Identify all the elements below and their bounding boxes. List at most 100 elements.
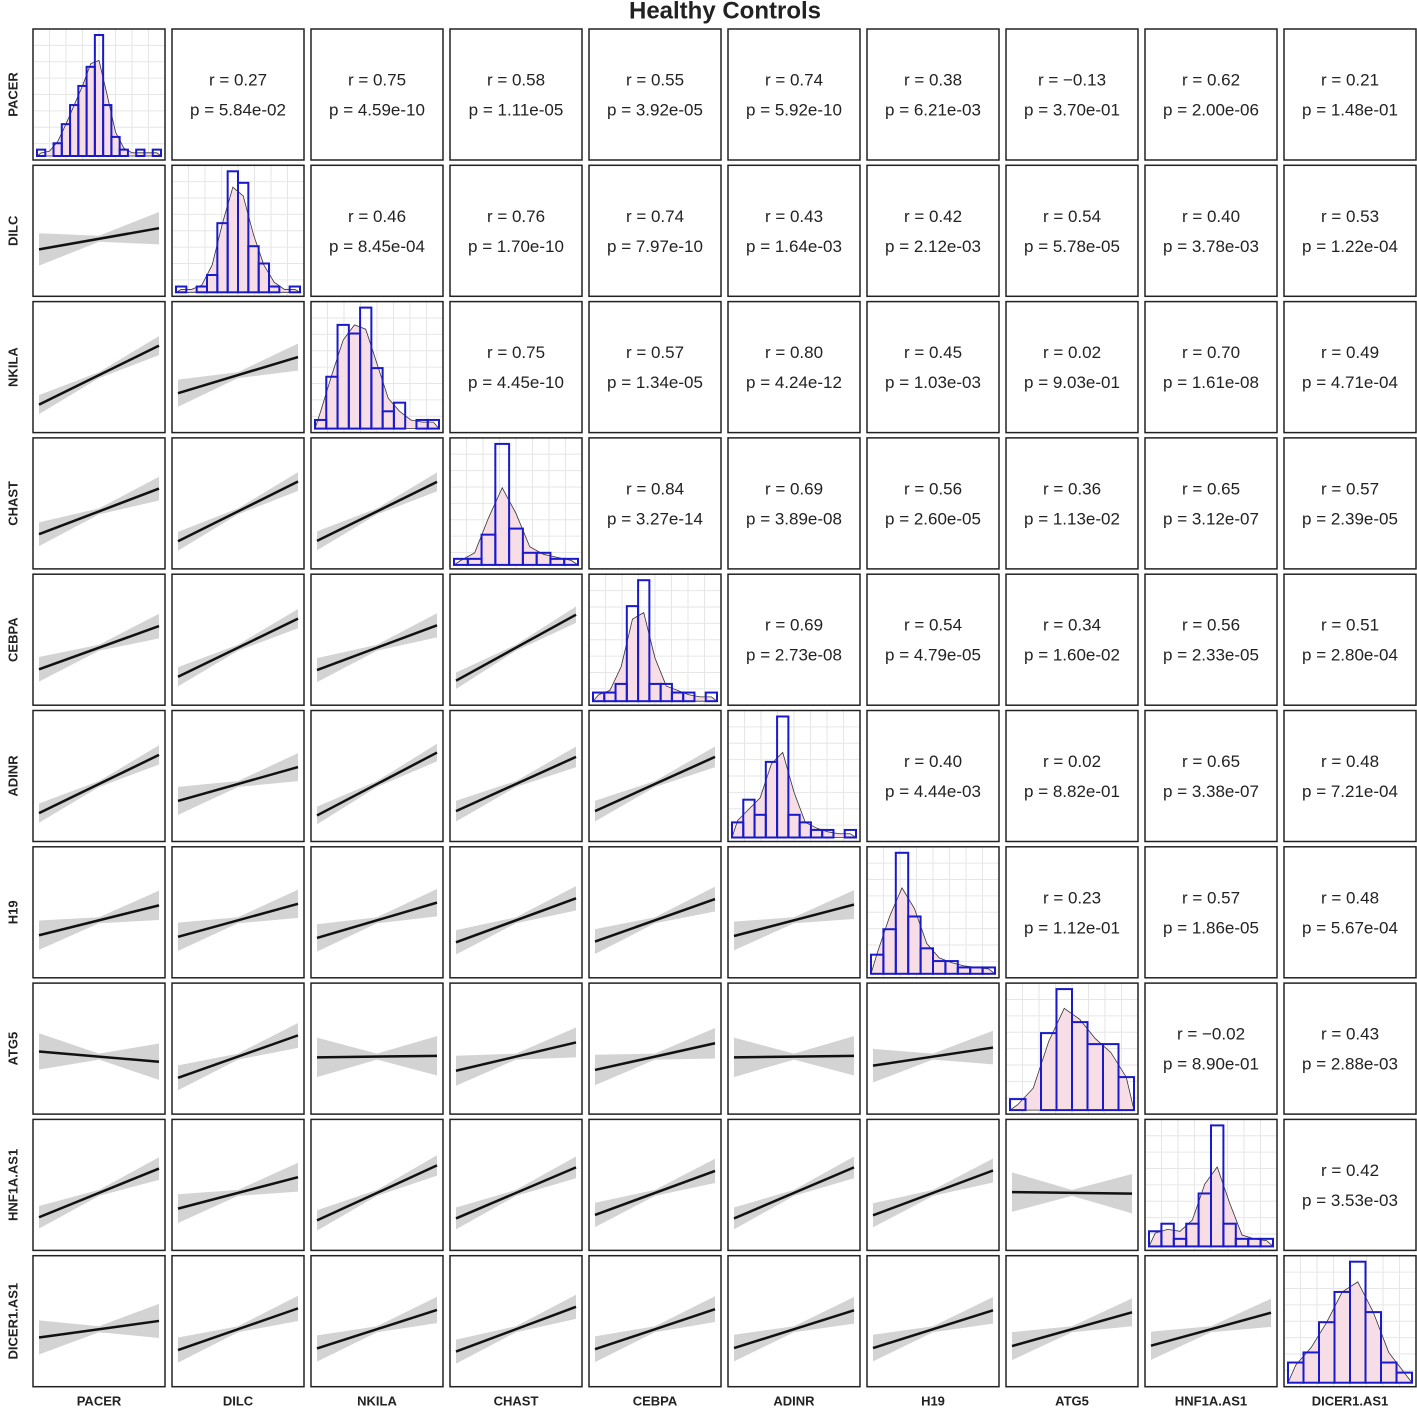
p-label: p = 1.13e-02 (1024, 509, 1120, 528)
panel-border (1283, 1254, 1417, 1388)
p-label: p = 7.21e-04 (1302, 782, 1398, 801)
p-label: p = 4.44e-03 (885, 782, 981, 801)
panel-border (866, 573, 1000, 706)
p-label: p = 5.78e-05 (1024, 237, 1120, 256)
regression-line (455, 1166, 577, 1220)
regression-line (38, 753, 160, 815)
y-variable-label: CHAST (5, 481, 20, 526)
p-label: p = 1.12e-01 (1024, 918, 1120, 937)
regression-line (1011, 1311, 1133, 1348)
panel-border (1283, 437, 1417, 570)
p-label: p = 1.60e-02 (1024, 646, 1120, 665)
panel-border (32, 1118, 166, 1252)
r-label: r = 0.43 (765, 207, 823, 226)
regression-line (733, 1054, 855, 1059)
y-variable-label: DILC (5, 215, 20, 246)
panel-border (866, 846, 1000, 979)
panel-border (1144, 28, 1278, 161)
panel-border (727, 1118, 861, 1252)
regression-line (177, 902, 299, 939)
y-variable-label: PACER (5, 72, 20, 117)
regression-line (38, 1167, 160, 1219)
panel-border (1144, 1118, 1278, 1252)
panel-border (1144, 437, 1278, 570)
p-label: p = 1.70e-10 (468, 237, 564, 256)
p-label: p = 5.92e-10 (746, 100, 842, 119)
x-variable-label: ADINR (773, 1393, 815, 1408)
regression-line (316, 901, 438, 940)
r-label: r = 0.42 (904, 207, 962, 226)
panel-border (588, 709, 722, 843)
regression-line (177, 1034, 299, 1080)
panel-border (727, 28, 861, 161)
regression-line (316, 1054, 438, 1059)
regression-line (38, 487, 160, 536)
x-variable-label: H19 (921, 1393, 945, 1408)
regression-line (177, 1307, 299, 1352)
regression-line (177, 480, 299, 543)
p-label: p = 4.45e-10 (468, 373, 564, 392)
regression-line (38, 624, 160, 671)
x-variable-label: ATG5 (1055, 1393, 1089, 1408)
panel-border (866, 28, 1000, 161)
histogram-bar (257, 262, 270, 294)
p-label: p = 1.48e-01 (1302, 100, 1398, 119)
r-label: r = 0.57 (1321, 479, 1379, 498)
panel-border (310, 437, 444, 570)
p-label: p = 3.78e-03 (1163, 237, 1259, 256)
histogram-bar (288, 285, 301, 294)
p-label: p = 4.59e-10 (329, 100, 425, 119)
p-label: p = 3.92e-05 (607, 100, 703, 119)
panel-border (1144, 573, 1278, 706)
regression-line (733, 1309, 855, 1350)
p-label: p = 6.21e-03 (885, 100, 981, 119)
x-variable-label: DICER1.AS1 (1312, 1393, 1389, 1408)
panel-border (449, 437, 583, 570)
panel-border (171, 164, 305, 298)
x-variable-label: NKILA (357, 1393, 397, 1408)
panel-border (588, 28, 722, 161)
panel-border (1283, 164, 1417, 298)
histogram-bar (268, 285, 281, 294)
y-variable-label: DICER1.AS1 (5, 1283, 20, 1360)
regression-line (594, 1042, 716, 1072)
regression-line (455, 897, 577, 944)
r-label: r = 0.75 (348, 70, 406, 89)
panel-border (32, 28, 166, 161)
histogram-bar (1259, 1237, 1274, 1248)
r-label: r = 0.65 (1182, 752, 1240, 771)
panel-border (1283, 300, 1417, 434)
histogram-bar (102, 104, 113, 158)
p-label: p = 8.90e-01 (1163, 1055, 1259, 1074)
p-label: p = 3.53e-03 (1302, 1191, 1398, 1210)
regression-line (872, 1309, 994, 1350)
r-label: r = 0.56 (904, 479, 962, 498)
histogram-bar (776, 715, 790, 839)
panel-border (588, 300, 722, 434)
panel-border (1144, 164, 1278, 298)
regression-line (316, 1308, 438, 1350)
histogram-bar (36, 148, 47, 157)
panel-border (1283, 846, 1417, 979)
histogram-bar (907, 915, 922, 975)
panel-border (1144, 300, 1278, 434)
regression-line (733, 903, 855, 938)
panel-border (310, 164, 444, 298)
regression-line (1011, 1190, 1133, 1195)
p-label: p = 2.73e-08 (746, 646, 842, 665)
p-label: p = 4.79e-05 (885, 646, 981, 665)
p-label: p = 1.61e-08 (1163, 373, 1259, 392)
p-label: p = 2.80e-04 (1302, 646, 1398, 665)
y-variable-label: NKILA (5, 347, 20, 387)
r-label: r = 0.75 (487, 343, 545, 362)
p-label: p = 3.27e-14 (607, 509, 703, 528)
r-label: r = 0.54 (1043, 207, 1101, 226)
regression-line (872, 1169, 994, 1217)
p-label: p = 2.33e-05 (1163, 646, 1259, 665)
y-variable-label: H19 (5, 900, 20, 924)
p-label: p = 1.34e-05 (607, 373, 703, 392)
regression-line (38, 344, 160, 406)
r-label: r = 0.74 (765, 70, 823, 89)
panel-border (1283, 709, 1417, 843)
r-label: r = 0.80 (765, 343, 823, 362)
